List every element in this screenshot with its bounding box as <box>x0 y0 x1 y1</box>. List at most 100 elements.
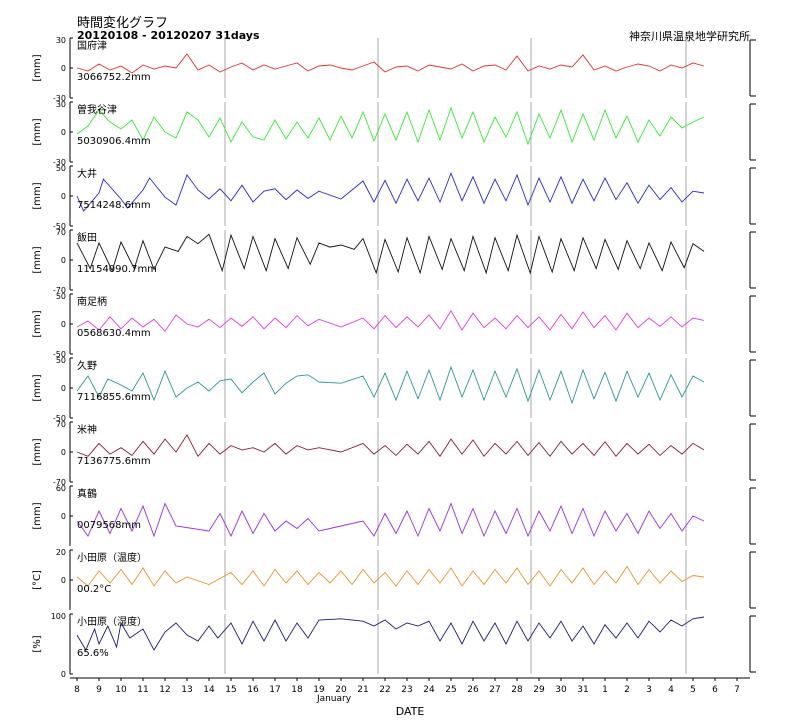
x-tick-label: 10 <box>115 685 127 695</box>
x-tick-label: 3 <box>646 685 652 695</box>
panel-5: 50 0 -50 [mm] 久野 7116855.6mm <box>32 356 756 423</box>
y-tick-label: 60 <box>56 484 66 493</box>
x-tick-label: 17 <box>269 685 280 695</box>
y-tick-label: 0 <box>61 192 66 201</box>
station-name: 小田原（温度） <box>77 551 147 564</box>
station-name: 久野 <box>77 360 97 372</box>
panel-9: 100 0 [%] 小田原（湿度） 65.6% <box>32 612 756 679</box>
panel-8: 20 0 [°C] 小田原（温度） 00.2°C <box>32 548 756 610</box>
y-tick-label: -30 <box>53 158 66 167</box>
panels-group: 30 0 -30 [mm] 国府津 3066752.2mm 30 0 -30 [mm] 曽我谷津 50… <box>32 36 756 679</box>
y-tick-label: -70 <box>53 478 66 487</box>
y-tick-label: 0 <box>61 320 66 329</box>
x-tick-label: 5 <box>690 685 696 695</box>
y-tick-label: 0 <box>61 128 66 137</box>
y-unit-label: [mm] <box>32 246 43 273</box>
x-tick-label: 18 <box>291 685 303 695</box>
x-tick-label: 16 <box>247 685 259 695</box>
station-name: 飯田 <box>77 231 97 244</box>
x-tick-label: 1 <box>602 685 608 695</box>
y-tick-label: 0 <box>61 576 66 585</box>
y-tick-label: -30 <box>53 94 66 103</box>
institution-label: 神奈川県温泉地学研究所 <box>629 30 750 43</box>
y-tick-label: 0 <box>61 256 66 265</box>
x-tick-label: 9 <box>96 685 102 695</box>
panel-6: 70 0 -70 [mm] 米神 7136775.6mm <box>32 420 756 487</box>
series-line <box>76 106 705 146</box>
y-unit-label: [mm] <box>32 118 43 145</box>
x-tick-label: 22 <box>379 685 390 695</box>
x-month-label: January <box>316 694 352 704</box>
y-tick-label: 0 <box>61 384 66 393</box>
station-name: 小田原（湿度） <box>77 615 147 628</box>
series-line <box>76 365 705 405</box>
y-unit-label: [mm] <box>32 438 43 465</box>
series-line <box>76 53 705 74</box>
y-unit-label: [mm] <box>32 54 43 81</box>
y-tick-label: 50 <box>56 356 66 365</box>
panel-4: 50 0 -50 [mm] 南足柄 0568630.4mm <box>32 292 756 359</box>
station-value-label: 7514248.6mm <box>77 200 151 211</box>
x-axis: 8 9 10 11 12 13 14 15 16 17 18 19 20 21 22 23 24 25 26 27 28… <box>70 677 750 695</box>
y-tick-label: -70 <box>53 286 66 295</box>
station-value-label: 7136775.6mm <box>77 456 151 467</box>
panel-3: 70 0 -70 [mm] 飯田 11154090.7mm <box>32 228 756 295</box>
x-tick-label: 28 <box>511 685 523 695</box>
y-tick-label: 70 <box>56 228 66 237</box>
series-line <box>76 502 705 538</box>
panel-0: 30 0 -30 [mm] 国府津 3066752.2mm <box>32 36 756 103</box>
x-axis-label: DATE <box>396 705 425 718</box>
station-name: 米神 <box>77 423 97 436</box>
x-tick-label: 19 <box>313 685 325 695</box>
series-line <box>76 434 705 458</box>
y-unit-label: [%] <box>32 635 43 652</box>
series-line <box>76 233 705 275</box>
y-tick-label: -50 <box>53 222 66 231</box>
x-tick-label: 20 <box>335 685 347 695</box>
chart-subtitle: 20120108 - 20120207 31days <box>77 29 260 42</box>
panel-1: 30 0 -30 [mm] 曽我谷津 5030906.4mm <box>32 100 756 167</box>
x-tick-label: 8 <box>74 685 80 695</box>
x-tick-label: 4 <box>668 685 674 695</box>
station-name: 南足柄 <box>77 295 107 308</box>
y-unit-label: [mm] <box>32 182 43 209</box>
y-tick-label: 30 <box>56 36 66 45</box>
x-tick-label: 23 <box>401 685 412 695</box>
y-tick-label: 30 <box>56 100 66 109</box>
y-tick-label: 0 <box>61 512 66 521</box>
x-tick-label: 25 <box>445 685 456 695</box>
y-unit-label: [mm] <box>32 374 43 401</box>
x-tick-label: 15 <box>225 685 236 695</box>
panel-7: 60 0 [mm] 真鶴 0079568mm <box>32 484 756 546</box>
x-tick-label: 13 <box>181 685 192 695</box>
y-tick-label: 20 <box>56 548 66 557</box>
station-name: 真鶴 <box>77 487 97 500</box>
x-tick-label: 6 <box>712 685 718 695</box>
series-line <box>76 565 705 587</box>
panel-2: 50 0 -50 [mm] 大井 7514248.6mm <box>32 164 756 231</box>
y-tick-label: 0 <box>61 448 66 457</box>
station-value-label: 5030906.4mm <box>77 136 151 147</box>
x-tick-label: 21 <box>357 685 368 695</box>
station-value-label: 0079568mm <box>77 520 141 531</box>
y-tick-label: 0 <box>61 64 66 73</box>
y-tick-label: 50 <box>56 292 66 301</box>
station-value-label: 11154090.7mm <box>77 264 157 275</box>
x-tick-label: 30 <box>555 685 567 695</box>
x-tick-label: 11 <box>137 685 148 695</box>
station-name: 曽我谷津 <box>77 103 117 116</box>
y-tick-label: 0 <box>61 670 66 679</box>
series-line <box>76 309 705 332</box>
station-value-label: 65.6% <box>77 648 109 659</box>
x-tick-label: 29 <box>533 685 545 695</box>
x-tick-label: 2 <box>624 685 630 695</box>
station-value-label: 3066752.2mm <box>77 72 151 83</box>
x-tick-label: 31 <box>577 685 588 695</box>
x-tick-label: 7 <box>734 685 740 695</box>
station-name: 大井 <box>77 167 97 180</box>
y-tick-label: 70 <box>56 420 66 429</box>
x-tick-label: 27 <box>489 685 500 695</box>
y-unit-label: [mm] <box>32 502 43 529</box>
y-tick-label: -50 <box>53 414 66 423</box>
